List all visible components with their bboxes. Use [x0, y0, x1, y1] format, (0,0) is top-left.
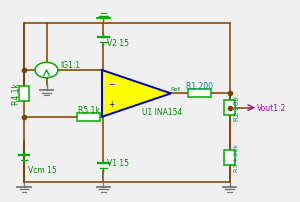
Bar: [77, 113, 100, 121]
Text: V2 15: V2 15: [107, 39, 129, 48]
Text: −: −: [109, 80, 115, 89]
Text: +: +: [109, 99, 115, 108]
Bar: [19, 86, 29, 102]
Text: R4 1k: R4 1k: [12, 83, 21, 105]
Text: Vout1:2: Vout1:2: [256, 104, 286, 113]
Polygon shape: [102, 71, 171, 117]
Text: U1 INA154: U1 INA154: [142, 108, 183, 117]
Text: V1 15: V1 15: [107, 158, 129, 167]
Text: R2 200: R2 200: [234, 96, 240, 120]
Bar: [224, 150, 235, 165]
Text: R3 4.22k: R3 4.22k: [234, 144, 239, 171]
Text: Ref: Ref: [170, 86, 180, 91]
Bar: [224, 100, 235, 116]
Circle shape: [35, 63, 58, 78]
Bar: [188, 90, 211, 98]
Text: R5 1k: R5 1k: [78, 105, 99, 114]
Text: R1 200: R1 200: [186, 82, 213, 91]
Text: IG1:1: IG1:1: [60, 61, 80, 70]
Text: Vcm 15: Vcm 15: [28, 165, 56, 174]
